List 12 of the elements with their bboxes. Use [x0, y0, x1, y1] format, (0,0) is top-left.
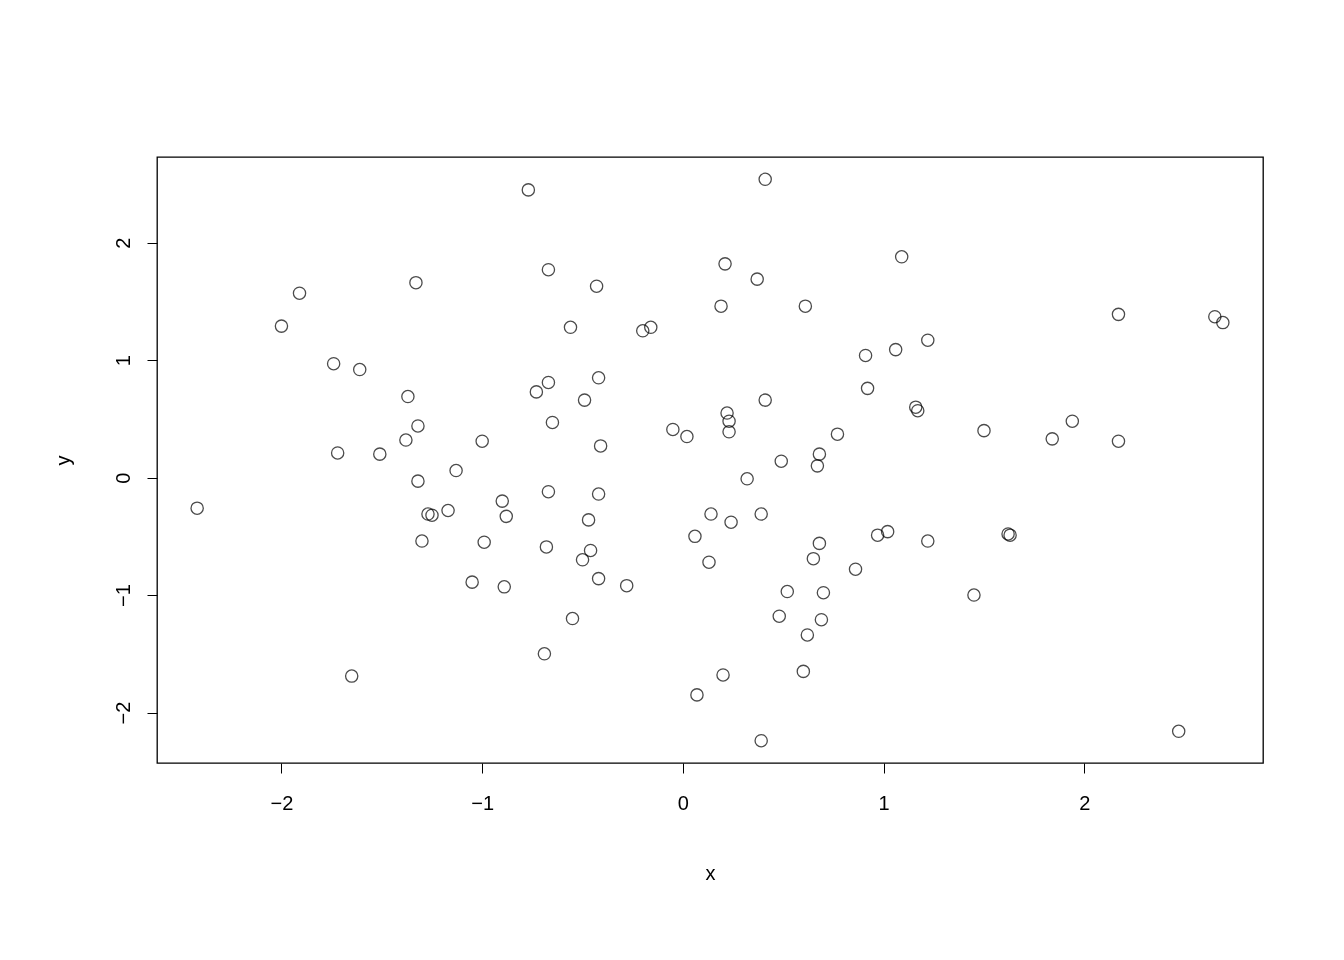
y-tick-label: −1	[111, 584, 134, 607]
y-tick-label: 1	[111, 355, 134, 367]
x-axis-title: x	[705, 861, 716, 884]
y-tick-label: −2	[111, 701, 134, 725]
x-tick-label: −1	[471, 791, 495, 814]
y-axis-title: y	[51, 455, 74, 466]
x-tick-label: 2	[1079, 791, 1091, 814]
x-tick-label: 0	[677, 791, 689, 814]
x-tick-label: −2	[270, 791, 294, 814]
y-tick-label: 2	[111, 237, 134, 249]
x-tick-label: 1	[878, 791, 890, 814]
y-tick-label: 0	[111, 472, 134, 484]
